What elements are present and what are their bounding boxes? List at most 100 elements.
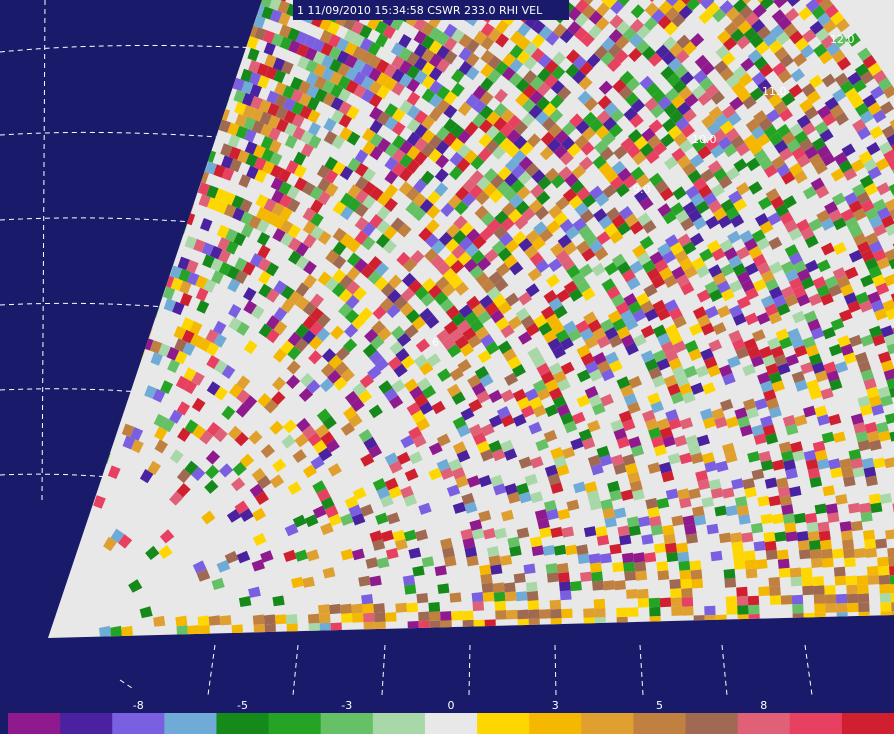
velocity-cell [448, 458, 463, 472]
velocity-cell [544, 379, 559, 393]
velocity-cell [413, 17, 427, 32]
velocity-cell [561, 446, 576, 459]
velocity-cell [884, 248, 894, 262]
velocity-cell [670, 202, 685, 216]
velocity-cell [563, 241, 578, 256]
velocity-cell [628, 375, 643, 389]
velocity-cell [385, 612, 397, 622]
velocity-cell [327, 463, 342, 477]
velocity-cell [847, 71, 862, 86]
velocity-cell [824, 594, 837, 604]
velocity-cell [835, 593, 848, 604]
velocity-cell [644, 2, 659, 17]
velocity-cell [362, 181, 376, 196]
velocity-cell [628, 436, 642, 449]
velocity-cell [854, 102, 870, 117]
velocity-cell [768, 39, 783, 54]
velocity-cell [723, 568, 736, 579]
velocity-cell [600, 393, 614, 407]
velocity-cell [628, 525, 641, 537]
velocity-cell [506, 129, 521, 144]
velocity-cell [840, 283, 854, 297]
velocity-cell [570, 179, 585, 194]
velocity-cell [455, 475, 469, 488]
velocity-cell [480, 573, 493, 584]
velocity-cell [696, 289, 711, 303]
velocity-cell [425, 314, 440, 329]
velocity-cell [359, 374, 375, 389]
velocity-cell [408, 426, 423, 440]
velocity-cell [860, 369, 874, 382]
velocity-cell [739, 5, 754, 20]
velocity-cell [562, 188, 578, 203]
velocity-cell [382, 25, 396, 39]
velocity-cell [493, 116, 508, 132]
velocity-cell [406, 602, 419, 613]
velocity-cell [616, 261, 631, 275]
velocity-cell [351, 548, 365, 561]
velocity-cell [235, 125, 249, 140]
velocity-cell [679, 257, 694, 271]
velocity-cell [367, 41, 381, 56]
velocity-cell [457, 101, 472, 117]
velocity-cell [803, 405, 817, 418]
velocity-cell [369, 119, 383, 134]
velocity-cell [198, 194, 211, 208]
velocity-cell [490, 564, 503, 575]
velocity-cell [674, 249, 689, 264]
velocity-cell [457, 359, 472, 373]
velocity-cell [688, 348, 703, 362]
velocity-cell [736, 595, 749, 606]
velocity-cell [844, 216, 859, 230]
velocity-cell [278, 168, 292, 183]
velocity-cell [336, 50, 350, 65]
velocity-cell [667, 383, 681, 396]
velocity-cell [263, 42, 276, 56]
velocity-cell [183, 380, 198, 395]
velocity-cell [532, 379, 547, 393]
velocity-cell [550, 447, 564, 460]
velocity-cell [406, 131, 421, 147]
velocity-cell [318, 604, 330, 615]
velocity-cell [769, 586, 781, 596]
velocity-cell [416, 593, 429, 604]
velocity-cell [778, 567, 791, 578]
velocity-cell [269, 420, 284, 435]
velocity-cell [782, 414, 796, 427]
velocity-cell [662, 524, 675, 536]
velocity-cell [599, 454, 613, 467]
velocity-cell [581, 126, 596, 141]
velocity-cell [700, 348, 714, 361]
velocity-cell [206, 422, 221, 437]
velocity-cell [321, 67, 335, 82]
velocity-cell [725, 166, 740, 181]
velocity-cell [507, 208, 523, 223]
velocity-cell [532, 354, 546, 369]
velocity-cell [609, 176, 625, 190]
velocity-cell [592, 155, 607, 170]
velocity-cell [800, 362, 814, 375]
velocity-cell [542, 329, 557, 344]
velocity-cell [261, 6, 274, 20]
velocity-cell [680, 282, 695, 296]
velocity-cell [451, 467, 466, 480]
velocity-cell [714, 113, 729, 128]
velocity-cell [580, 32, 595, 48]
velocity-cell [376, 72, 390, 87]
velocity-cell [548, 258, 563, 272]
velocity-cell [549, 108, 564, 123]
velocity-cell [573, 26, 588, 42]
velocity-cell [823, 361, 837, 374]
velocity-cell [228, 304, 242, 319]
velocity-cell [589, 562, 602, 573]
velocity-cell [272, 348, 287, 363]
velocity-cell [446, 383, 462, 398]
velocity-cell [789, 567, 802, 578]
velocity-cell [759, 63, 774, 78]
velocity-cell [239, 508, 254, 522]
velocity-cell [737, 20, 752, 35]
velocity-cell [304, 47, 318, 61]
velocity-cell [576, 369, 591, 383]
velocity-cell [305, 59, 319, 74]
velocity-cell [200, 218, 213, 232]
